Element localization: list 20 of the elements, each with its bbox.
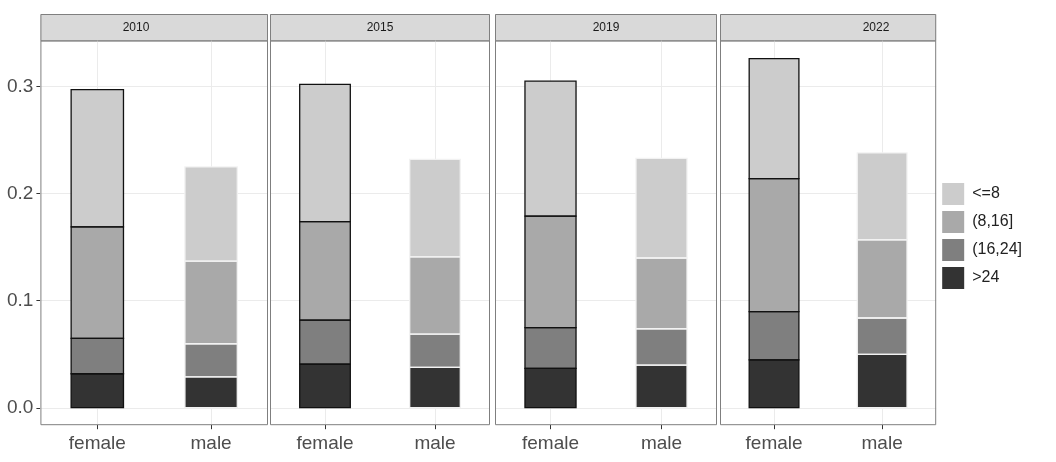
- y-tick-label: 0.0: [6, 396, 34, 418]
- x-tick-label: female: [745, 431, 803, 453]
- legend-label: (8,16]: [972, 212, 1014, 230]
- legend-label: (16,24]: [972, 240, 1022, 258]
- x-tick-label: male: [640, 431, 683, 453]
- x-tick-label: female: [68, 431, 126, 453]
- y-tick-label: 0.2: [6, 181, 34, 203]
- x-tick-label: male: [414, 431, 456, 453]
- chart-title: 2015: [366, 19, 394, 34]
- x-tick-label: female: [521, 431, 580, 453]
- chart-title: 2010: [122, 19, 150, 34]
- chart-title: 2022: [862, 19, 890, 34]
- y-tick-label: 0.3: [6, 74, 34, 96]
- x-tick-label: male: [190, 431, 232, 453]
- legend-label: <=8: [972, 184, 1000, 202]
- x-tick-label: female: [296, 431, 354, 453]
- y-tick-label: 0.1: [6, 289, 34, 311]
- x-tick-label: male: [861, 431, 903, 453]
- chart-title: 2019: [592, 19, 620, 34]
- legend-label: >24: [972, 268, 1000, 286]
